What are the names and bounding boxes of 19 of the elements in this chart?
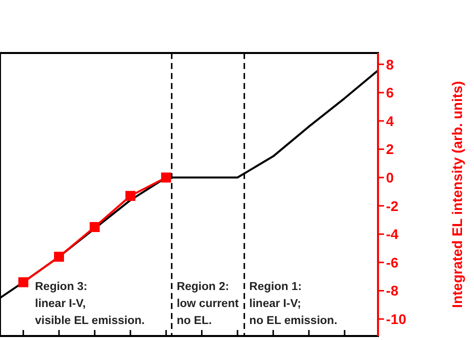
y-axis-title: Integrated EL intensity (arb. units) — [449, 81, 465, 308]
annotation: Region 2: low current no EL. — [176, 281, 239, 327]
y-tick-label: -10 — [386, 311, 406, 328]
point — [18, 277, 28, 288]
y-tick-label: 8 — [386, 56, 394, 72]
y-tick-label: 4 — [386, 112, 394, 129]
annotation: Region 1: linear I-V; no EL emission. — [249, 281, 338, 327]
y-tick-label: 2 — [386, 141, 394, 158]
y-tick-label: 6 — [386, 84, 394, 101]
point — [90, 222, 100, 232]
point — [54, 252, 64, 262]
y-tick-label: -4 — [386, 226, 399, 242]
point — [125, 190, 136, 201]
annotation: Region 3: linear I-V, visible EL emission. — [35, 281, 145, 327]
y-tick-label: -8 — [386, 282, 399, 299]
y-tick-label: 0 — [386, 170, 394, 186]
y-tick-label: -2 — [386, 198, 399, 214]
y-tick-label: -6 — [386, 254, 399, 270]
point — [161, 172, 172, 183]
